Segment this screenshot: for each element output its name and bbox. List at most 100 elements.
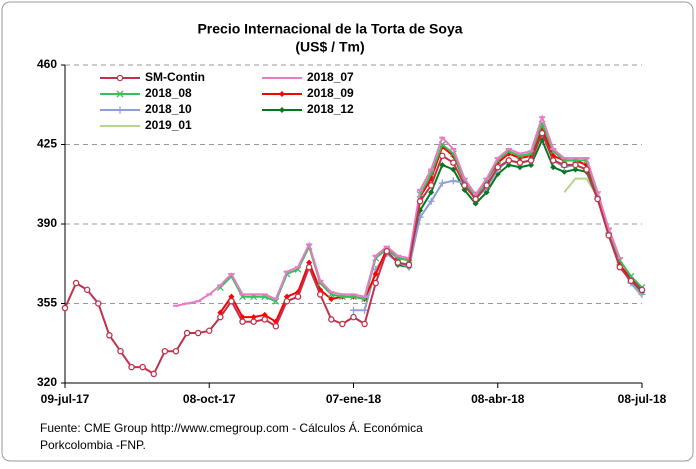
legend-marker: [116, 90, 124, 98]
data-point: [139, 363, 146, 371]
data-point: [172, 347, 180, 355]
data-point: [316, 291, 324, 298]
data-point: [328, 295, 335, 302]
data-point: [461, 182, 468, 189]
legend-item: SM-Contin: [100, 70, 205, 84]
data-point: [306, 259, 313, 266]
data-point: [572, 161, 579, 169]
data-point: [250, 318, 257, 325]
data-point: [261, 316, 268, 323]
x-tick-label: 08-jul-18: [618, 392, 667, 406]
data-point: [428, 189, 435, 196]
legend-label: 2018_08: [145, 86, 192, 100]
data-point: [83, 286, 91, 294]
data-point: [128, 363, 135, 371]
data-point: [438, 179, 446, 187]
legend-marker: [279, 91, 285, 97]
y-tick-label: 425: [37, 137, 57, 151]
data-point: [450, 166, 457, 173]
data-point: [372, 279, 379, 287]
data-point: [250, 314, 257, 321]
y-tick-label: 460: [37, 57, 57, 71]
data-point: [117, 347, 124, 355]
data-point: [339, 320, 346, 328]
data-point: [516, 164, 523, 171]
legend-marker: [116, 74, 124, 82]
data-point: [528, 161, 535, 168]
data-point: [150, 370, 158, 378]
legend-label: 2018_12: [307, 102, 354, 116]
x-tick-label: 09-jul-17: [41, 392, 90, 406]
legend-label: 2018_10: [145, 102, 192, 116]
legend-label: SM-Contin: [145, 70, 205, 84]
data-point: [572, 166, 579, 173]
data-point: [283, 297, 291, 305]
data-point: [194, 329, 202, 337]
legend-item: 2018_12: [262, 102, 354, 116]
data-point: [538, 129, 546, 137]
data-point: [228, 293, 235, 300]
data-point: [561, 161, 568, 169]
data-point: [450, 159, 457, 166]
legend-item: 2018_09: [262, 86, 354, 100]
data-point: [516, 159, 524, 166]
legend-marker: [116, 106, 124, 114]
legend-label: 2019_01: [145, 118, 192, 132]
data-point: [594, 195, 601, 203]
data-point: [416, 198, 424, 205]
data-point: [527, 157, 535, 164]
data-point: [405, 261, 413, 269]
legend-marker: [279, 107, 285, 113]
y-tick-label: 355: [37, 296, 57, 310]
legend-item: 2018_08: [100, 86, 192, 100]
data-point: [361, 320, 368, 328]
legend-label: 2018_09: [307, 86, 354, 100]
data-point: [505, 161, 512, 168]
data-point: [283, 293, 290, 300]
data-point: [394, 259, 402, 266]
data-point: [106, 332, 113, 339]
data-point: [61, 304, 69, 312]
data-point: [427, 197, 435, 205]
data-point: [183, 329, 191, 337]
data-point: [483, 182, 490, 189]
data-point: [383, 248, 391, 255]
data-point: [494, 163, 501, 171]
data-point: [372, 270, 379, 277]
chart-subtitle: (US$ / Tm): [295, 39, 364, 55]
legend-item: 2019_01: [100, 118, 192, 132]
data-point: [328, 316, 335, 323]
data-point: [605, 232, 612, 239]
chart-title: Precio Internacional de la Torta de Soya: [197, 21, 462, 37]
x-tick-label: 08-oct-17: [183, 392, 236, 406]
data-point: [305, 263, 313, 271]
data-point: [217, 313, 224, 321]
legend-label: 2018_07: [307, 70, 354, 84]
data-point: [449, 177, 457, 185]
legend-item: 2018_07: [262, 70, 354, 84]
data-point: [550, 164, 557, 171]
data-point: [261, 311, 268, 318]
y-tick-label: 390: [37, 216, 57, 230]
source-note: Porkcolombia -FNP.: [40, 438, 146, 452]
data-point: [228, 297, 235, 305]
data-point: [616, 263, 624, 271]
chart-frame: [1, 1, 694, 462]
data-point: [505, 157, 513, 164]
data-point: [272, 322, 280, 330]
data-point: [583, 166, 590, 173]
source-note: Fuente: CME Group http://www.cmegroup.co…: [40, 420, 423, 435]
x-tick-label: 07-ene-18: [326, 392, 382, 406]
data-point: [472, 200, 479, 207]
data-point: [72, 279, 80, 287]
data-point: [95, 300, 102, 307]
data-point: [350, 306, 357, 314]
data-point: [427, 182, 435, 189]
data-point: [561, 168, 568, 175]
data-point: [439, 161, 446, 168]
data-point: [205, 327, 213, 335]
data-point: [439, 152, 446, 160]
data-point: [294, 293, 302, 300]
data-point: [350, 313, 357, 321]
